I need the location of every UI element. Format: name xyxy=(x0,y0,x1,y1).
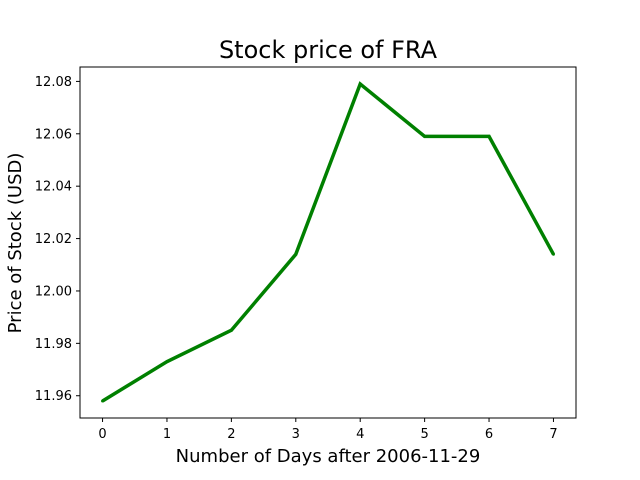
data-point xyxy=(101,399,105,403)
x-tick-label: 1 xyxy=(163,427,171,442)
y-tick-label: 12.02 xyxy=(35,232,72,247)
series-group xyxy=(101,81,555,403)
x-tick-label: 0 xyxy=(98,427,106,442)
chart-title: Stock price of FRA xyxy=(219,36,438,64)
y-tick-label: 12.06 xyxy=(35,127,72,142)
x-tick-label: 3 xyxy=(292,427,300,442)
plot-area-frame xyxy=(79,66,577,419)
x-tick-label: 6 xyxy=(485,427,493,442)
price-line xyxy=(101,81,555,403)
x-tick-label: 2 xyxy=(227,427,235,442)
x-axis: 0 1 2 3 4 5 6 7 xyxy=(98,418,558,442)
data-point xyxy=(487,134,491,138)
data-point xyxy=(294,252,298,256)
y-tick-label: 11.96 xyxy=(35,389,72,404)
y-tick-label: 11.98 xyxy=(35,337,72,352)
x-axis-label: Number of Days after 2006-11-29 xyxy=(176,446,481,467)
x-tick-label: 4 xyxy=(356,427,364,442)
y-axis-label: Price of Stock (USD) xyxy=(5,153,26,334)
x-tick-label: 5 xyxy=(420,427,428,442)
data-point xyxy=(551,252,555,256)
data-point xyxy=(358,82,362,86)
y-tick-label: 12.08 xyxy=(35,75,72,90)
data-point xyxy=(423,134,427,138)
y-tick-label: 12.00 xyxy=(35,284,72,299)
data-point xyxy=(165,360,169,364)
data-point xyxy=(229,328,233,332)
y-tick-label: 12.04 xyxy=(35,180,72,195)
x-tick-label: 7 xyxy=(549,427,557,442)
y-axis: 11.96 11.98 12.00 12.02 12.04 12.06 12.08 xyxy=(35,75,80,404)
